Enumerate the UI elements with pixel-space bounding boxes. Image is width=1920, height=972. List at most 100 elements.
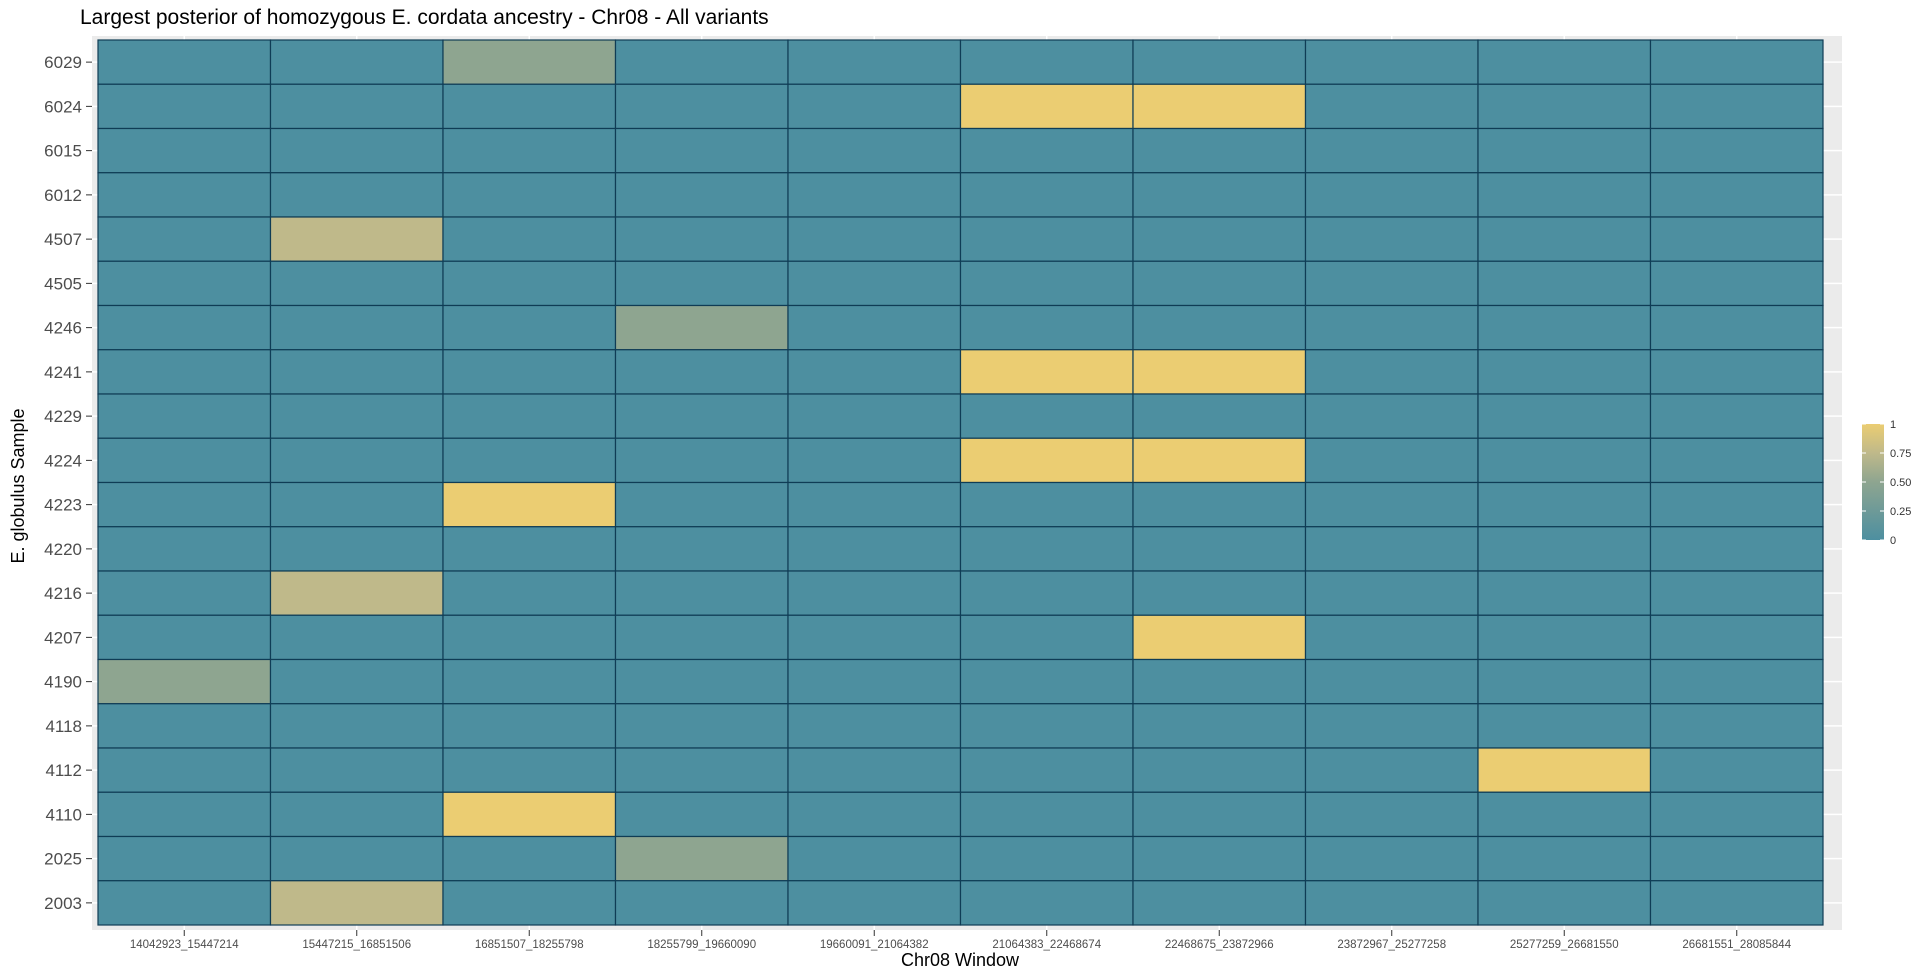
heatmap-cell bbox=[1649, 83, 1824, 130]
y-tick-label: 4118 bbox=[45, 717, 82, 736]
heatmap-cell bbox=[1304, 172, 1479, 218]
heatmap-cell bbox=[442, 835, 617, 882]
heatmap-cell bbox=[787, 658, 962, 705]
heatmap-cell bbox=[97, 570, 272, 616]
heatmap-cell bbox=[1304, 526, 1479, 572]
heatmap-cell bbox=[614, 835, 789, 882]
heatmap-cell bbox=[442, 304, 617, 351]
heatmap-cell bbox=[97, 747, 272, 793]
x-axis-ticks: 14042923_15447214 15447215_16851506 168515… bbox=[130, 930, 1792, 951]
y-tick-label: 6024 bbox=[44, 97, 82, 116]
heatmap-cell bbox=[442, 349, 617, 395]
heatmap-cell bbox=[269, 835, 444, 882]
y-axis-title: E. globulus Sample bbox=[8, 408, 28, 563]
heatmap-cell bbox=[442, 39, 617, 85]
heatmap-cell bbox=[1132, 216, 1307, 262]
heatmap-cell bbox=[1649, 526, 1824, 572]
x-tick-label: 26681551_28085844 bbox=[1682, 939, 1791, 951]
heatmap-cell bbox=[1649, 393, 1824, 439]
heatmap-cell bbox=[1304, 835, 1479, 882]
heatmap-cell bbox=[1132, 437, 1307, 484]
heatmap-cell bbox=[269, 526, 444, 572]
x-tick-label: 22468675_23872966 bbox=[1165, 939, 1274, 951]
heatmap-cell bbox=[1477, 304, 1652, 351]
heatmap-cell bbox=[614, 658, 789, 705]
heatmap-cell bbox=[787, 437, 962, 484]
heatmap-cell bbox=[269, 614, 444, 661]
heatmap-cell bbox=[959, 791, 1134, 838]
heatmap-cell bbox=[97, 172, 272, 218]
heatmap-cell bbox=[442, 481, 617, 528]
heatmap-cell bbox=[1132, 747, 1307, 793]
x-tick-label: 18255799_19660090 bbox=[647, 939, 756, 951]
heatmap-cell bbox=[787, 127, 962, 174]
heatmap-cell bbox=[1477, 83, 1652, 130]
heatmap-cell bbox=[1132, 172, 1307, 218]
heatmap-cell bbox=[269, 658, 444, 705]
heatmap-cell bbox=[959, 437, 1134, 484]
y-tick-label: 4190 bbox=[44, 673, 82, 692]
heatmap-cell bbox=[1477, 526, 1652, 572]
heatmap-cell bbox=[1304, 127, 1479, 174]
heatmap-cell bbox=[442, 260, 617, 307]
heatmap-cell bbox=[97, 703, 272, 749]
heatmap-cell bbox=[959, 172, 1134, 218]
heatmap-cell bbox=[97, 880, 272, 926]
heatmap-cell bbox=[97, 260, 272, 307]
heatmap-cell bbox=[614, 260, 789, 307]
heatmap-cell bbox=[269, 304, 444, 351]
heatmap-cell bbox=[959, 216, 1134, 262]
heatmap-cell bbox=[1132, 791, 1307, 838]
heatmap-cell bbox=[614, 393, 789, 439]
heatmap-cell bbox=[959, 83, 1134, 130]
heatmap-cell bbox=[1477, 747, 1652, 793]
heatmap-cell bbox=[787, 260, 962, 307]
heatmap-cell bbox=[1132, 83, 1307, 130]
heatmap-cell bbox=[1304, 437, 1479, 484]
heatmap-cell bbox=[269, 437, 444, 484]
heatmap-cell bbox=[269, 127, 444, 174]
heatmap-cell bbox=[1304, 216, 1479, 262]
x-tick-label: 25277259_26681550 bbox=[1510, 939, 1619, 951]
y-tick-label: 6015 bbox=[44, 142, 82, 161]
heatmap-cell bbox=[1132, 526, 1307, 572]
heatmap-cell bbox=[787, 791, 962, 838]
heatmap-cell bbox=[1132, 614, 1307, 661]
heatmap-cell bbox=[269, 39, 444, 85]
heatmap-cell bbox=[442, 393, 617, 439]
heatmap-cell bbox=[442, 791, 617, 838]
heatmap-cell bbox=[1132, 703, 1307, 749]
y-tick-label: 4110 bbox=[45, 805, 82, 824]
x-axis-title: Chr08 Window bbox=[901, 950, 1020, 970]
heatmap-cell bbox=[1649, 260, 1824, 307]
heatmap-cell bbox=[97, 349, 272, 395]
heatmap-cell bbox=[442, 747, 617, 793]
heatmap-cell bbox=[442, 880, 617, 926]
heatmap-cell bbox=[614, 349, 789, 395]
heatmap-cell bbox=[97, 304, 272, 351]
heatmap-cell bbox=[1132, 880, 1307, 926]
heatmap-cell bbox=[269, 703, 444, 749]
heatmap-cell bbox=[1304, 570, 1479, 616]
heatmap-cell bbox=[1477, 437, 1652, 484]
heatmap-cell bbox=[959, 747, 1134, 793]
heatmap-cell bbox=[442, 570, 617, 616]
heatmap-cell bbox=[1649, 614, 1824, 661]
heatmap-cell bbox=[1304, 880, 1479, 926]
heatmap-cell bbox=[269, 481, 444, 528]
heatmap-cell bbox=[1304, 481, 1479, 528]
heatmap-cell bbox=[1304, 304, 1479, 351]
heatmap-cell bbox=[959, 393, 1134, 439]
heatmap-cell bbox=[1649, 304, 1824, 351]
heatmap-cell bbox=[959, 835, 1134, 882]
heatmap-cell bbox=[614, 437, 789, 484]
heatmap-cell bbox=[614, 304, 789, 351]
heatmap-cell bbox=[959, 127, 1134, 174]
heatmap-cell bbox=[1649, 880, 1824, 926]
heatmap-cell bbox=[97, 83, 272, 130]
heatmap-cell bbox=[1649, 127, 1824, 174]
heatmap-cell bbox=[959, 658, 1134, 705]
heatmap-cell bbox=[1304, 39, 1479, 85]
